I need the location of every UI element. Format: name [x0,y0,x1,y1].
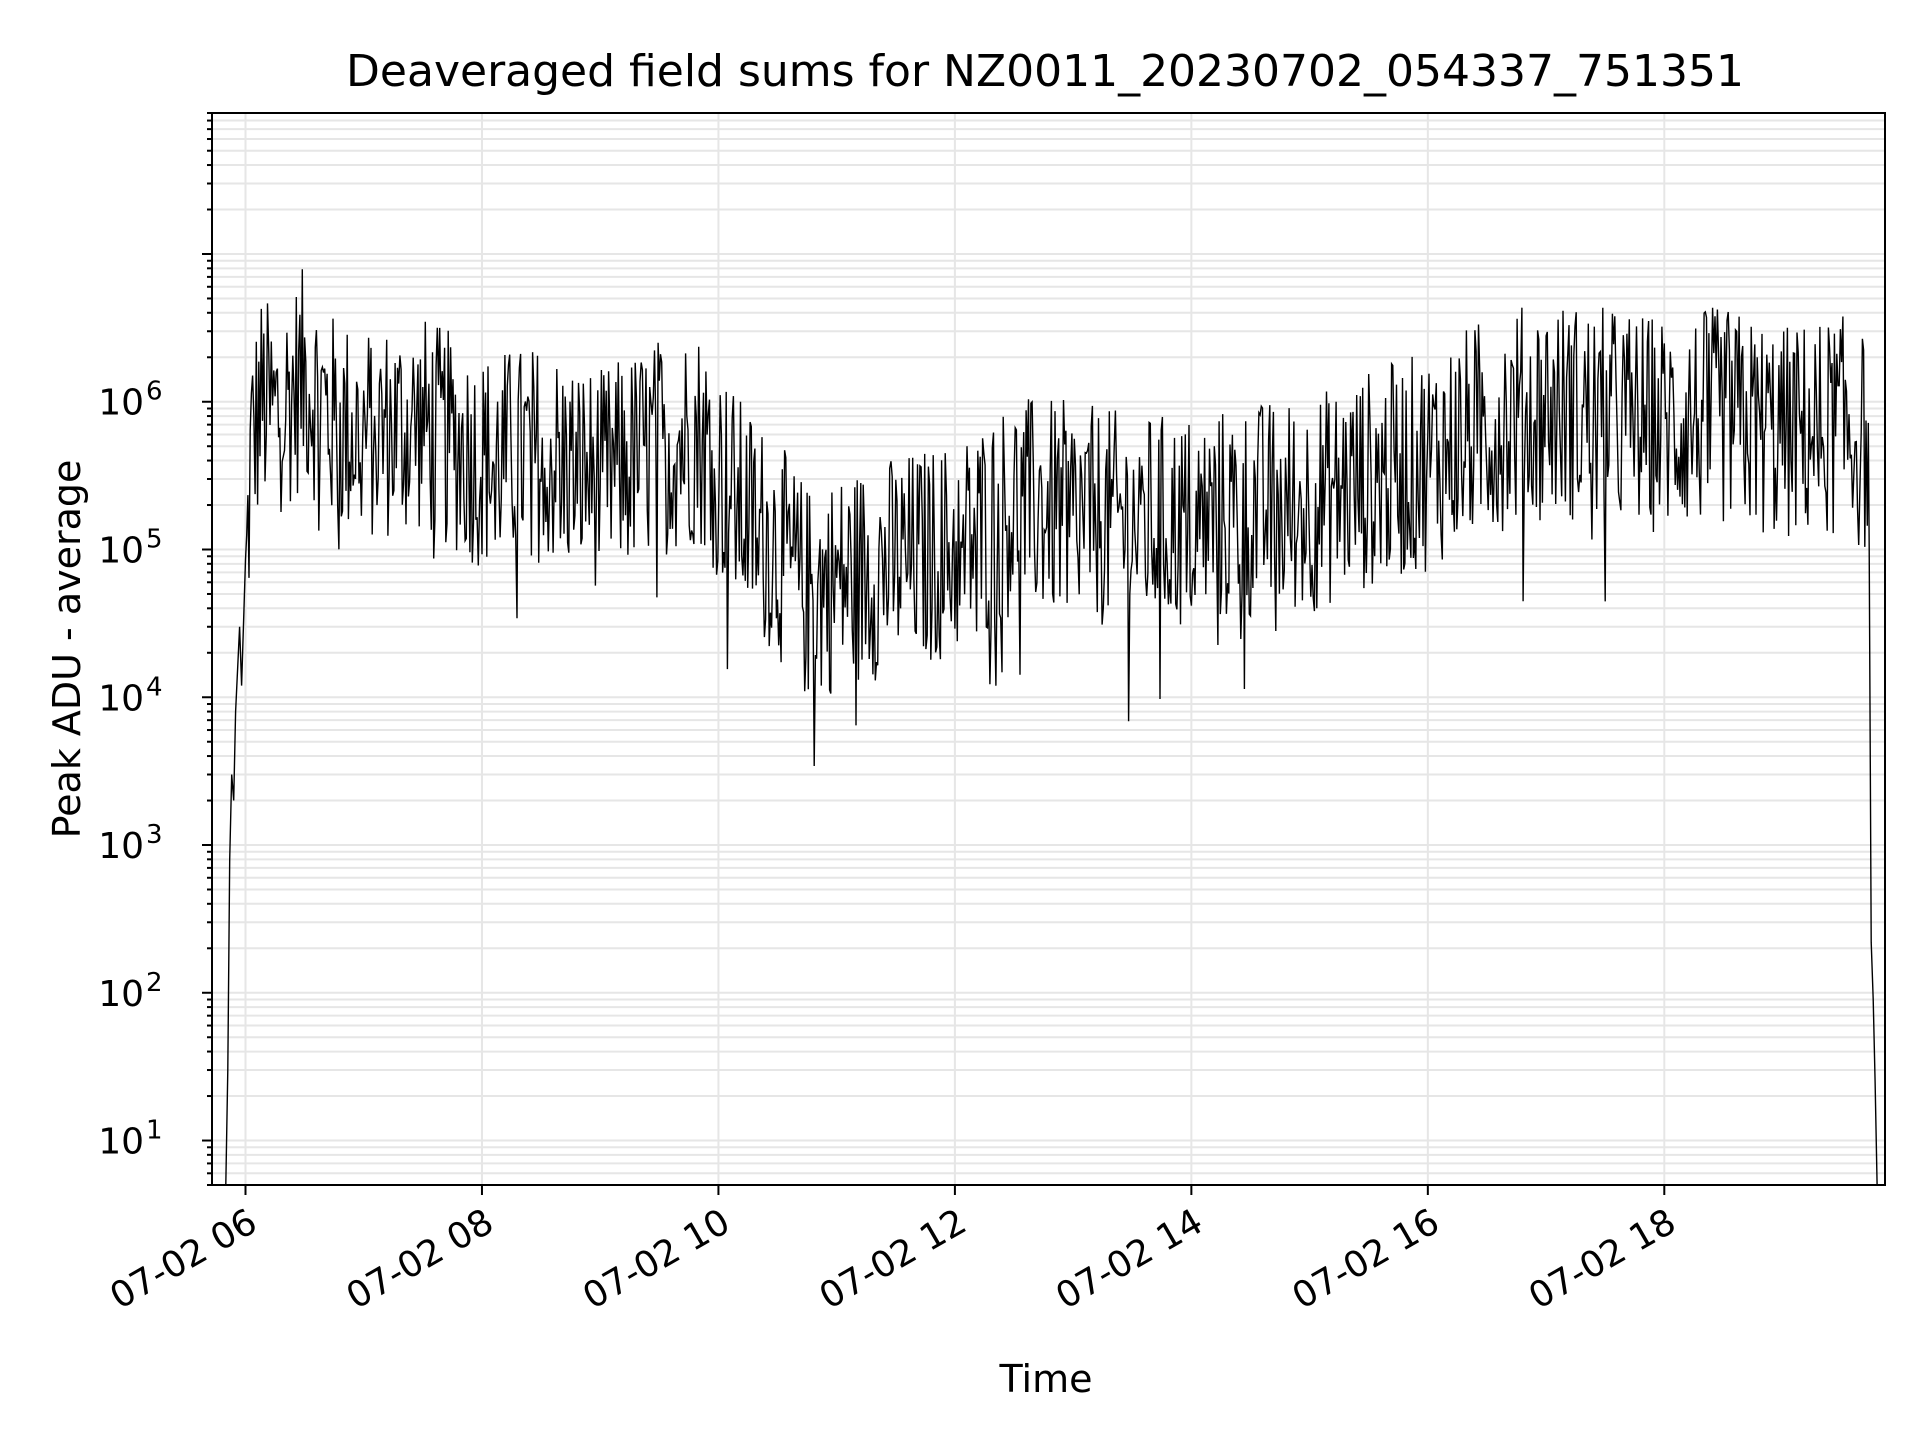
y-tick-label: 10 [98,531,144,572]
y-tick-label: 10 [98,826,144,867]
chart-title: Deaveraged field sums for NZ0011_2023070… [346,46,1744,97]
y-tick-exponent: 6 [146,377,163,407]
y-tick-exponent: 2 [146,968,163,998]
y-tick-exponent: 5 [146,525,163,555]
y-tick-label: 10 [98,974,144,1015]
y-tick-label: 10 [98,383,144,424]
y-tick-label: 10 [98,1122,144,1163]
series-layer [225,269,1878,1186]
y-tick-label: 10 [98,678,144,719]
grid [212,112,1885,1186]
y-tick-exponent: 3 [146,820,163,850]
series-line [225,269,1878,1186]
y-tick-exponent: 4 [146,672,163,702]
y-tick-exponent: 1 [146,1116,163,1146]
x-axis-label: Time [999,1357,1093,1401]
y-axis-label: Peak ADU - average [45,460,89,839]
plot-frame [211,112,1886,1186]
